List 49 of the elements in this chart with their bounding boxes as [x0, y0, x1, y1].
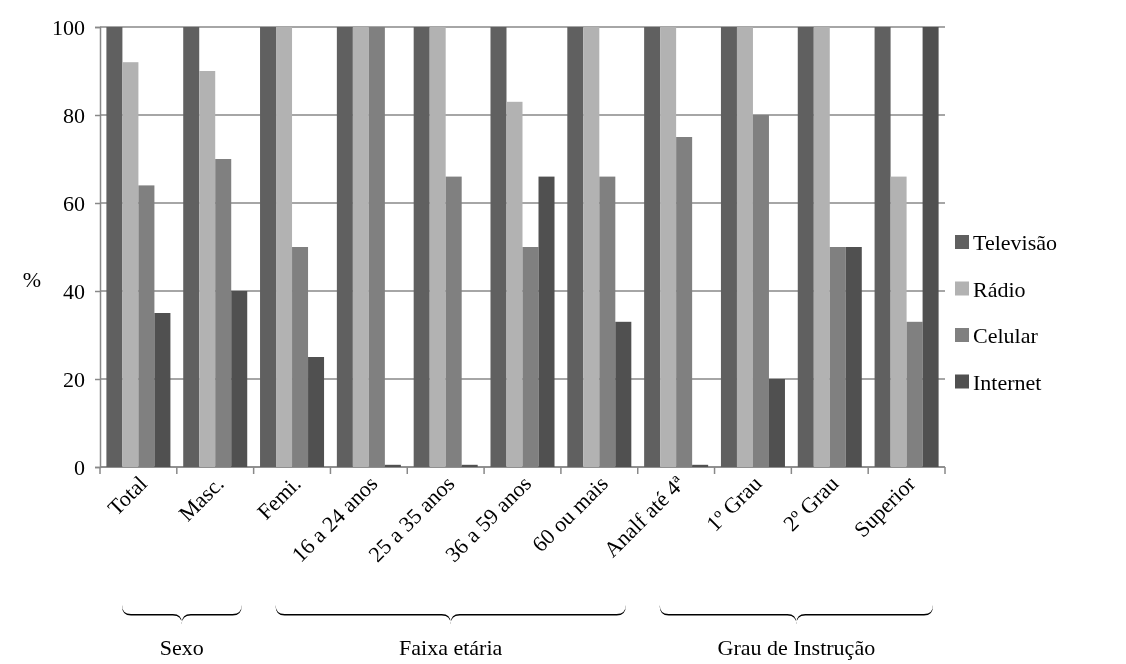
bar [768, 379, 785, 467]
x-tick-label: 1º Grau [701, 470, 767, 537]
bar [490, 27, 507, 467]
bar [308, 357, 325, 467]
bar [461, 464, 478, 467]
bar [692, 464, 709, 467]
bar [845, 247, 862, 467]
y-tick-label: 0 [74, 454, 85, 480]
bar [352, 27, 369, 467]
bar [384, 464, 401, 467]
bar [890, 176, 907, 467]
bar [567, 27, 584, 467]
bar [336, 27, 353, 467]
bar [615, 321, 632, 467]
y-tick-label: 20 [63, 366, 85, 392]
legend-label: Celular [973, 323, 1039, 348]
legend-label: Internet [973, 369, 1042, 395]
bar [874, 27, 891, 467]
bar [122, 62, 139, 467]
text: Grau de Instrução [717, 635, 876, 660]
bar [260, 27, 277, 467]
bar [429, 27, 446, 467]
y-tick-label: 100 [52, 14, 85, 40]
bar [183, 27, 200, 467]
bar [660, 27, 677, 467]
y-axis-title: % [22, 267, 42, 292]
x-tick-label: 2º Grau [778, 470, 844, 537]
bar [922, 27, 939, 467]
bar [538, 176, 555, 467]
bar [106, 27, 123, 467]
y-tick-label: 60 [63, 190, 85, 216]
bar [154, 313, 171, 467]
bar [797, 27, 814, 467]
text: Sexo [159, 635, 204, 660]
legend-label: Televisão [973, 230, 1057, 255]
y-tick-label: 40 [63, 278, 85, 304]
bar [506, 101, 523, 467]
bar [276, 27, 293, 467]
bar [813, 27, 830, 467]
bar [231, 291, 248, 467]
bar [199, 71, 216, 467]
y-tick-label: 80 [63, 102, 85, 128]
bar [583, 27, 600, 467]
bar [736, 27, 753, 467]
bar [720, 27, 737, 467]
text: Faixa etária [399, 635, 503, 660]
bar [413, 27, 430, 467]
legend-label: Rádio [973, 276, 1026, 302]
bar [644, 27, 661, 467]
